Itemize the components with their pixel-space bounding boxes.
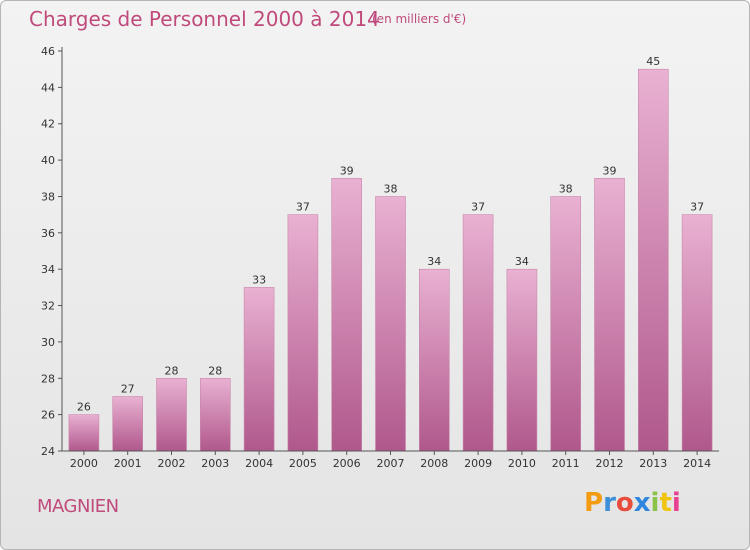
y-tick-label: 34 (41, 263, 55, 276)
bar-2001 (112, 396, 143, 452)
data-label-2002: 28 (165, 364, 179, 377)
y-tick-label: 46 (41, 45, 55, 58)
bar-2002 (156, 377, 187, 452)
y-tick-label: 40 (41, 154, 55, 167)
bar-2005 (287, 214, 319, 452)
x-tick-label: 2010 (508, 457, 536, 470)
bar-2007 (375, 196, 406, 452)
data-label-2007: 38 (384, 183, 398, 196)
x-tick-label: 2011 (552, 457, 580, 470)
x-tick-label: 2003 (201, 457, 229, 470)
y-tick-label: 32 (41, 300, 55, 313)
x-tick-label: 2000 (70, 457, 98, 470)
data-label-2014: 37 (690, 201, 704, 214)
data-label-2008: 34 (427, 255, 441, 268)
brand-letter: t (659, 488, 672, 518)
brand-letter: i (650, 488, 660, 518)
y-tick-label: 36 (41, 227, 55, 240)
brand-letter: r (603, 488, 616, 518)
x-tick-label: 2002 (158, 457, 186, 470)
bar-2006 (331, 178, 363, 452)
y-tick-label: 26 (41, 409, 55, 422)
x-tick-label: 2001 (114, 457, 142, 470)
bar-2014 (681, 214, 713, 452)
x-tick-label: 2014 (683, 457, 711, 470)
y-tick-label: 38 (41, 191, 55, 204)
x-tick-label: 2006 (333, 457, 361, 470)
x-tick-label: 2007 (377, 457, 405, 470)
y-tick-label: 24 (41, 445, 55, 458)
y-tick-label: 28 (41, 372, 55, 385)
data-label-2004: 33 (252, 273, 266, 286)
brand-logo: Proxiti (584, 488, 681, 518)
bars-layer: 26 27 28 28 33 37 39 38 34 37 34 38 39 45 37 (68, 55, 713, 452)
brand-letter: i (671, 488, 681, 518)
x-tick-label: 2013 (639, 457, 667, 470)
brand-letter: o (615, 488, 634, 518)
y-tick-label: 30 (41, 336, 55, 349)
data-label-2012: 39 (603, 164, 617, 177)
data-label-2013: 45 (646, 55, 660, 68)
data-label-2010: 34 (515, 255, 529, 268)
x-tick-label: 2004 (245, 457, 273, 470)
chart-subtitle: (en milliers d'€) (372, 12, 467, 26)
bar-2003 (200, 377, 231, 452)
x-tick-label: 2009 (464, 457, 492, 470)
bar-2009 (462, 214, 494, 452)
data-label-2003: 28 (208, 364, 222, 377)
data-label-2006: 39 (340, 164, 354, 177)
bar-2011 (550, 196, 582, 452)
data-label-2000: 26 (77, 401, 91, 414)
bar-2004 (243, 287, 275, 452)
x-tick-label: 2005 (289, 457, 317, 470)
y-tick-label: 44 (41, 81, 55, 94)
bar-2013 (637, 68, 669, 452)
axes-layer: 2000 2001 2002 2003 2004 2005 2006 2007 2008 2009… (41, 45, 719, 470)
data-label-2009: 37 (471, 201, 485, 214)
data-label-2011: 38 (559, 183, 573, 196)
data-label-2001: 27 (121, 383, 135, 396)
y-tick-label: 42 (41, 118, 55, 131)
x-tick-label: 2008 (420, 457, 448, 470)
chart-title: Charges de Personnel 2000 à 2014 (29, 7, 380, 31)
data-label-2005: 37 (296, 201, 310, 214)
commune-name: MAGNIEN (37, 496, 119, 517)
x-tick-label: 2012 (596, 457, 624, 470)
bar-2012 (594, 178, 625, 452)
bar-2010 (506, 268, 538, 452)
brand-letter: x (633, 488, 651, 518)
bar-2008 (418, 268, 450, 452)
bar-2000 (68, 414, 100, 452)
brand-letter: P (584, 488, 604, 518)
